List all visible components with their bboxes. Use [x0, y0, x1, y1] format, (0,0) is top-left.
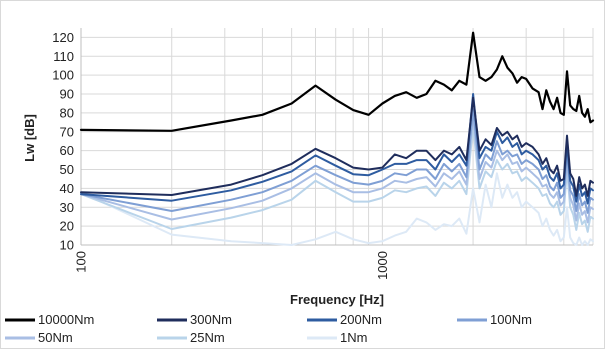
legend-label-200nm: 200Nm — [340, 312, 382, 327]
series-line-10000nm — [79, 31, 595, 132]
tick-layer: 10 20 30 40 50 60 70 80 90 100 110 120 100 1000 — [52, 30, 390, 280]
legend-label-25nm: 25Nm — [190, 330, 225, 345]
y-tick-label: 70 — [60, 124, 74, 139]
legend-label-100nm: 100Nm — [490, 312, 532, 327]
legend-label-300nm: 300Nm — [190, 312, 232, 327]
y-tick-label: 40 — [60, 181, 74, 196]
x-tick-label: 1000 — [375, 251, 390, 280]
y-tick-label: 20 — [60, 219, 74, 234]
y-tick-label: 110 — [53, 49, 74, 64]
x-axis-title: Frequency [Hz] — [290, 292, 384, 307]
legend-label-10000nm: 10000Nm — [38, 312, 94, 327]
y-tick-label: 30 — [60, 200, 74, 215]
y-tick-label: 90 — [60, 87, 74, 102]
y-tick-label: 50 — [60, 162, 74, 177]
series-line-50nm — [80, 115, 594, 224]
line-chart: 10 20 30 40 50 60 70 80 90 100 110 120 100 1000 Lw [d… — [5, 28, 595, 345]
grid-layer — [80, 28, 594, 246]
x-tick-label: 100 — [74, 251, 89, 273]
series-line-300nm — [80, 96, 594, 197]
legend-label-1nm: 1Nm — [340, 330, 367, 345]
y-tick-label: 100 — [52, 68, 74, 83]
y-tick-label: 80 — [60, 105, 74, 120]
y-tick-label: 120 — [52, 30, 74, 45]
series-line-200nm — [80, 93, 594, 205]
legend: 10000Nm 300Nm 200Nm 100Nm 50Nm 25Nm 1Nm — [5, 312, 532, 345]
legend-label-50nm: 50Nm — [38, 330, 73, 345]
series-line-25nm — [80, 125, 594, 233]
series-layer — [79, 31, 595, 246]
y-tick-label: 60 — [60, 143, 74, 158]
y-tick-label: 10 — [60, 238, 74, 253]
y-axis-title: Lw [dB] — [22, 114, 37, 162]
series-line-100nm — [80, 108, 594, 214]
series-line-1nm — [80, 172, 594, 246]
